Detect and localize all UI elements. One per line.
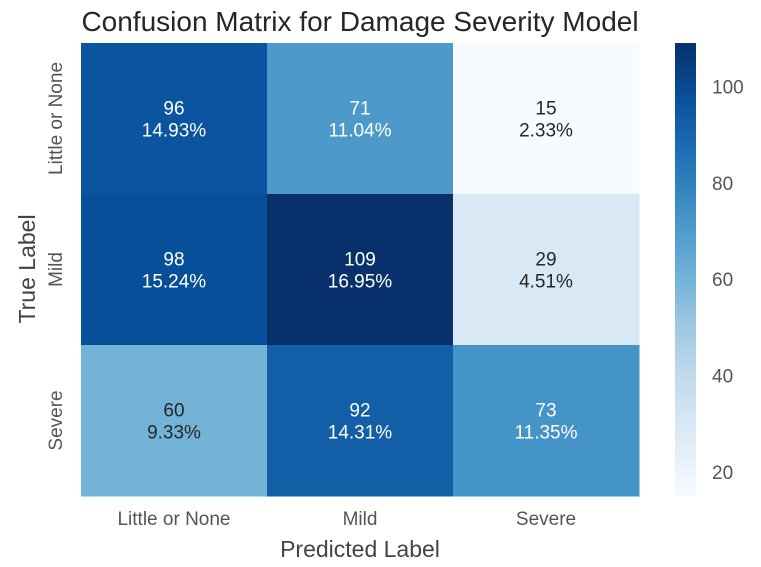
cell-percent-label: 2.33% xyxy=(519,121,573,142)
y-tick-label: Severe xyxy=(46,390,67,450)
cell-count-label: 29 xyxy=(535,250,556,271)
cell-count-label: 73 xyxy=(535,401,556,422)
colorbar-tick-label: 20 xyxy=(712,463,733,484)
colorbar xyxy=(675,43,696,496)
heatmap-cell xyxy=(453,345,640,497)
heatmap-cell xyxy=(453,194,640,346)
x-tick-label: Mild xyxy=(343,509,378,530)
cell-count-label: 96 xyxy=(163,99,184,120)
y-tick-label: Mild xyxy=(46,252,67,287)
cell-percent-label: 11.35% xyxy=(514,423,577,444)
cell-percent-label: 16.95% xyxy=(328,272,393,293)
y-axis-label: True Label xyxy=(14,214,40,323)
colorbar-tick-label: 100 xyxy=(712,77,744,98)
colorbar-tick-label: 60 xyxy=(712,270,733,291)
heatmap-cell xyxy=(81,345,268,497)
cell-count-label: 15 xyxy=(535,99,556,120)
heatmap-cell xyxy=(267,194,454,346)
heatmap-cell xyxy=(81,194,268,346)
colorbar-tick-label: 40 xyxy=(712,367,733,388)
cell-count-label: 71 xyxy=(349,99,370,120)
heatmap-cell xyxy=(267,345,454,497)
heatmap-cell xyxy=(81,43,268,195)
cell-count-label: 98 xyxy=(163,250,184,271)
y-tick-labels: Little or None Mild Severe xyxy=(46,62,67,451)
x-tick-label: Little or None xyxy=(117,509,230,530)
heatmap-cell xyxy=(453,43,640,195)
chart-title: Confusion Matrix for Damage Severity Mod… xyxy=(81,6,638,37)
cell-percent-label: 4.51% xyxy=(519,272,573,293)
colorbar-ticks: 20 40 60 80 100 xyxy=(712,77,744,484)
cell-count-label: 60 xyxy=(163,401,184,422)
cell-percent-label: 9.33% xyxy=(147,423,201,444)
cell-percent-label: 15.24% xyxy=(142,272,207,293)
colorbar-tick-label: 80 xyxy=(712,174,733,195)
x-axis-label: Predicted Label xyxy=(280,536,440,562)
cell-percent-label: 11.04% xyxy=(328,121,391,142)
cell-percent-label: 14.93% xyxy=(142,121,207,142)
x-tick-label: Severe xyxy=(516,509,576,530)
y-tick-label: Little or None xyxy=(46,62,67,175)
x-tick-labels: Little or None Mild Severe xyxy=(117,509,576,530)
heatmap-cell xyxy=(267,43,454,195)
cell-percent-label: 14.31% xyxy=(328,423,393,444)
heatmap-cells xyxy=(81,43,640,497)
cell-count-label: 109 xyxy=(344,250,376,271)
cell-count-label: 92 xyxy=(349,401,370,422)
